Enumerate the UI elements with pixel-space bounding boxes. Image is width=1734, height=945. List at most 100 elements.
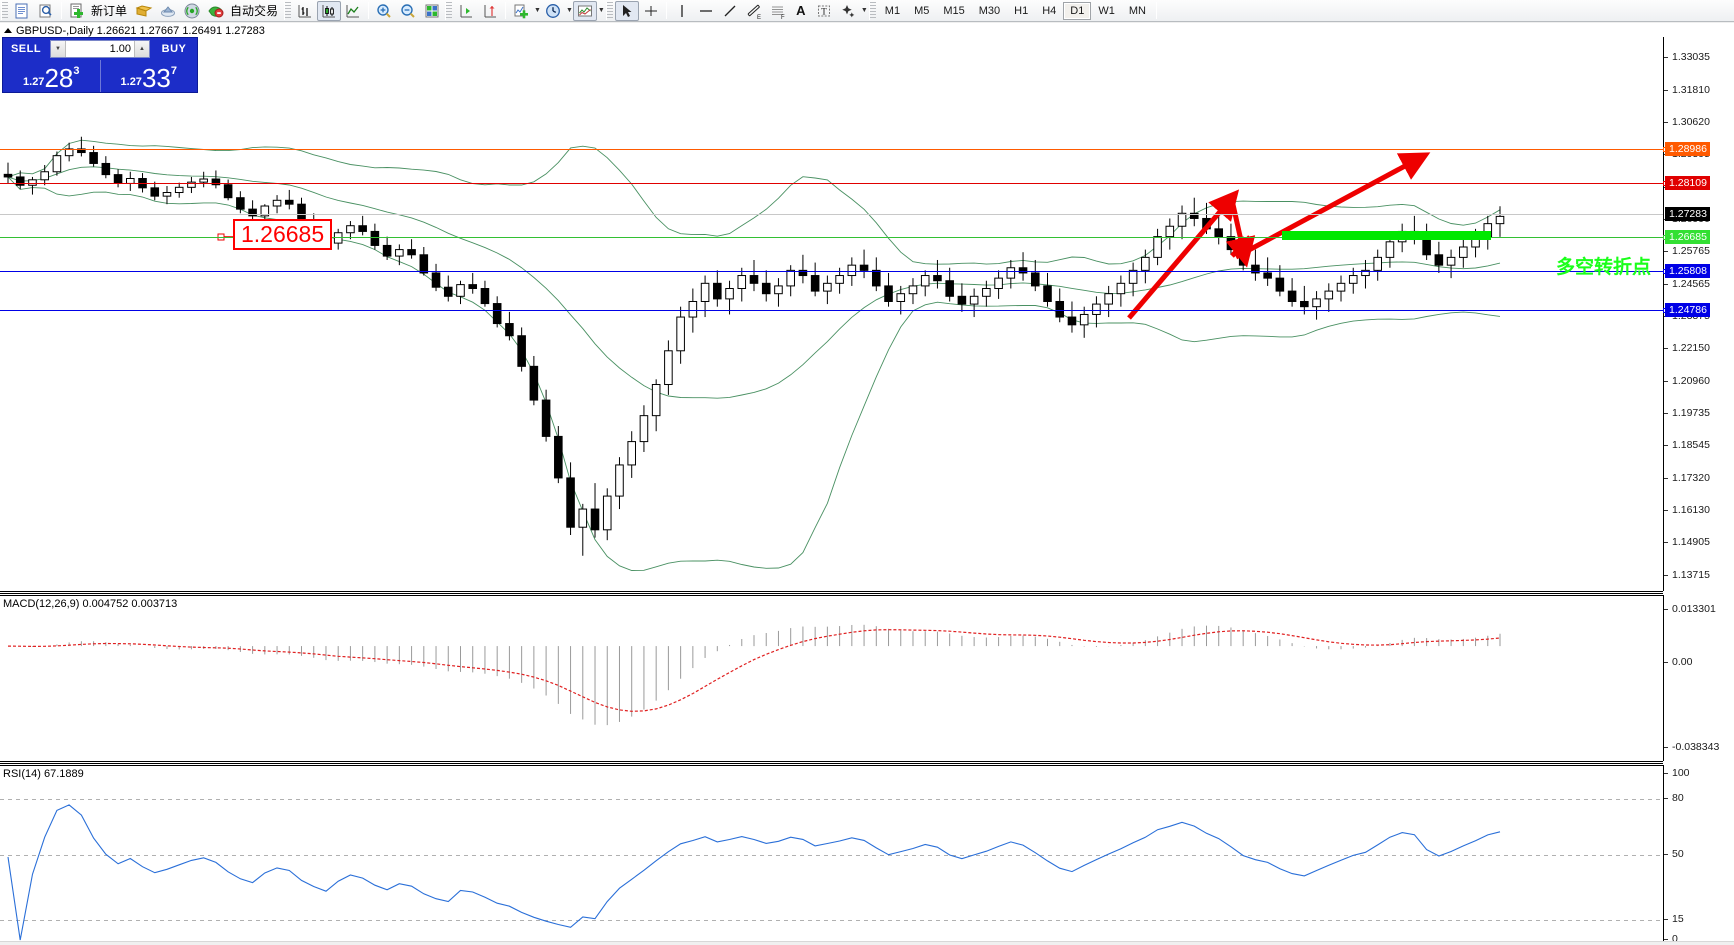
period-clock-icon[interactable]: [541, 1, 565, 21]
volume-stepper[interactable]: ▼ 1.00 ▲: [50, 40, 150, 58]
trendline-icon[interactable]: [718, 1, 742, 21]
collapse-triangle-icon[interactable]: [4, 28, 12, 33]
timeframe-d1[interactable]: D1: [1063, 1, 1092, 20]
level-line-1-28986[interactable]: [0, 147, 1668, 152]
candlestick-chart-icon[interactable]: [317, 0, 342, 21]
zoom-in-icon[interactable]: [372, 1, 396, 21]
buy-price-big: 33: [141, 63, 171, 93]
fibonacci-icon[interactable]: F: [766, 1, 790, 21]
price-pane[interactable]: 1.26685 多空转折点: [0, 37, 1668, 591]
rsi-scale[interactable]: 100 80 50 15 0: [1663, 765, 1734, 945]
price-tick: 1.17320: [1664, 472, 1710, 484]
annotation-price-box[interactable]: 1.26685: [233, 219, 333, 250]
chevron-down-icon-3[interactable]: ▼: [597, 7, 605, 14]
timeframe-h1[interactable]: H1: [1014, 4, 1029, 17]
line-chart-icon[interactable]: [341, 1, 365, 21]
sell-price-prefix: 1.27: [23, 76, 45, 88]
templates-icon[interactable]: [572, 0, 597, 21]
shapes-icon[interactable]: [836, 1, 860, 21]
annotation-chinese-note[interactable]: 多空转折点: [1556, 257, 1652, 278]
price-label-red: 1.28109: [1665, 176, 1710, 190]
volume-value[interactable]: 1.00: [109, 43, 131, 55]
price-scale[interactable]: 1.33035 1.31810 1.30620 1.29395 1.28180 …: [1663, 37, 1734, 591]
vertical-line-icon[interactable]: [670, 1, 694, 21]
toolbar-separator-3: [505, 2, 507, 19]
buy-price[interactable]: 1.27 33 7: [99, 60, 198, 93]
macd-tick: 0.00: [1664, 656, 1692, 668]
volume-increment-icon[interactable]: ▲: [134, 41, 149, 57]
rsi-tick: 100: [1664, 767, 1690, 779]
equidistant-channel-icon[interactable]: E: [742, 1, 766, 21]
timeframe-mn[interactable]: MN: [1128, 4, 1146, 17]
level-line-1-28109[interactable]: [0, 181, 1668, 186]
toolbar-grip-2[interactable]: [284, 1, 292, 20]
autotrading-label[interactable]: 自动交易: [230, 4, 279, 18]
pane-divider-macd[interactable]: [0, 591, 1663, 594]
horizontal-line-icon[interactable]: [694, 1, 718, 21]
autotrading-icon[interactable]: [204, 1, 228, 21]
macd-tick: -0.038343: [1664, 741, 1719, 753]
level-line-1-24786[interactable]: [0, 308, 1668, 313]
cursor-arrow-icon[interactable]: [614, 0, 639, 21]
auto-scroll-icon[interactable]: [454, 1, 478, 21]
buy-button[interactable]: BUY: [161, 43, 187, 55]
macd-pane[interactable]: MACD(12,26,9) 0.004752 0.003713: [0, 595, 1663, 761]
macd-scale[interactable]: 0.013301 0.00 -0.038343: [1663, 595, 1734, 761]
chevron-down-icon-2[interactable]: ▼: [565, 7, 573, 14]
timeframe-m5[interactable]: M5: [914, 4, 930, 17]
chevron-down-icon[interactable]: ▼: [534, 7, 541, 14]
price-tick: 1.30620: [1664, 116, 1710, 128]
document-icon[interactable]: [10, 1, 34, 21]
toolbar-grip-4[interactable]: [605, 1, 613, 20]
price-label-last: 1.27283: [1665, 207, 1710, 221]
main-toolbar: 新订单 自动交易: [0, 0, 1734, 22]
rsi-level-15: [0, 920, 1663, 921]
arrow-up-1: [1127, 189, 1240, 320]
timeframe-m30[interactable]: M30: [978, 4, 1001, 17]
rsi-tick: 50: [1664, 848, 1684, 860]
add-indicator-icon[interactable]: [509, 1, 533, 21]
annotation-leader-line: [217, 233, 233, 241]
chart-shift-icon[interactable]: [478, 1, 502, 21]
signal-icon[interactable]: [180, 1, 204, 21]
chart-canvas[interactable]: GBPUSD-,Daily 1.26621 1.27667 1.26491 1.…: [0, 22, 1734, 945]
supply-zone-highlight[interactable]: [1282, 231, 1491, 240]
price-tick: 1.22150: [1664, 342, 1710, 354]
timeframe-m15[interactable]: M15: [943, 4, 965, 17]
sell-price[interactable]: 1.27 28 3: [3, 60, 100, 92]
toolbar-separator-2: [368, 2, 370, 19]
price-label-blue-2: 1.24786: [1665, 303, 1710, 317]
volume-decrement-icon[interactable]: ▼: [51, 41, 66, 57]
timeframe-h4[interactable]: H4: [1042, 4, 1057, 17]
svg-text:T: T: [821, 6, 827, 16]
price-tick: 1.20960: [1664, 375, 1710, 387]
pane-divider-rsi[interactable]: [0, 761, 1663, 764]
inspect-icon[interactable]: [34, 1, 58, 21]
toolbar-grip[interactable]: [1, 1, 8, 20]
timeframe-w1[interactable]: W1: [1098, 4, 1115, 17]
bar-chart-icon[interactable]: [293, 1, 317, 21]
arrow-seg: [1230, 235, 1252, 258]
toolbar-grip-5[interactable]: [868, 1, 876, 20]
zoom-out-icon[interactable]: [396, 1, 420, 21]
timeframe-m1[interactable]: M1: [884, 4, 901, 17]
grid-icon[interactable]: [420, 1, 444, 21]
level-line-1-25808[interactable]: [0, 269, 1668, 274]
arrow-down-1: [1225, 199, 1256, 268]
sell-button[interactable]: SELL: [10, 43, 42, 55]
new-order-label[interactable]: 新订单: [91, 4, 128, 18]
chevron-down-icon-4[interactable]: ▼: [860, 7, 868, 14]
text-icon[interactable]: A: [796, 3, 806, 18]
text-label-icon[interactable]: T: [812, 1, 836, 21]
rsi-pane[interactable]: RSI(14) 67.1889: [0, 765, 1663, 943]
rsi-title: RSI(14) 67.1889: [3, 768, 84, 780]
new-order-icon[interactable]: [65, 1, 89, 21]
toolbar-grip-3[interactable]: [445, 1, 453, 20]
one-click-trading-panel[interactable]: SELL ▼ 1.00 ▲ BUY 1.27 28 3 1.27 33 7: [2, 37, 198, 93]
sell-price-sup: 3: [73, 65, 80, 77]
crosshair-icon[interactable]: [639, 1, 663, 21]
macd-title: MACD(12,26,9) 0.004752 0.003713: [3, 598, 178, 610]
folder-icon[interactable]: [132, 1, 156, 21]
publish-icon[interactable]: [156, 1, 180, 21]
